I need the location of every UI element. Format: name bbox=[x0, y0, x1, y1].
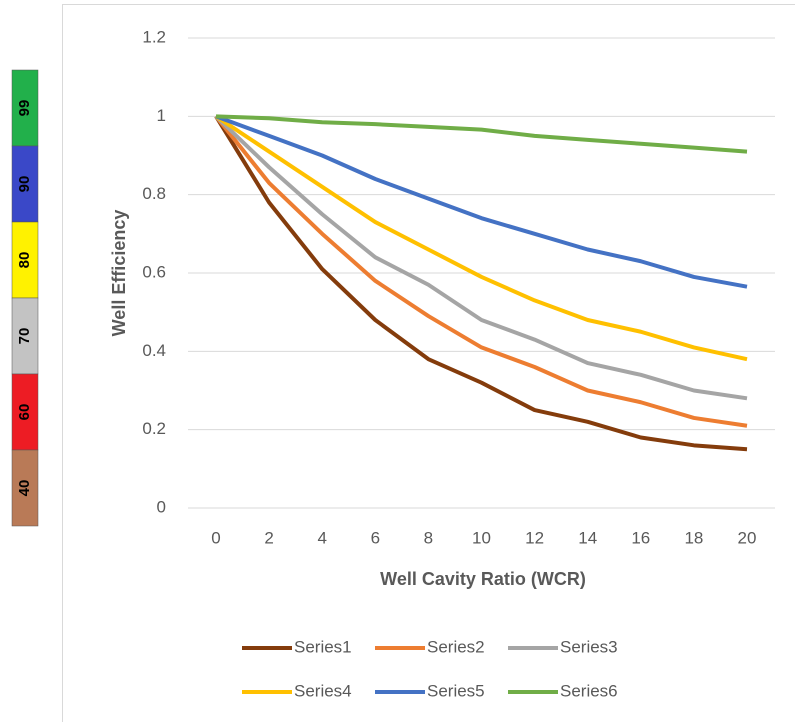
side-legend-label: 80 bbox=[16, 252, 33, 269]
x-tick-label: 2 bbox=[264, 528, 273, 547]
chart-border bbox=[63, 5, 795, 722]
y-axis-title: Well Efficiency bbox=[109, 210, 129, 337]
chart: Well Cavity Ratio (WCR) Well Efficiency … bbox=[0, 0, 795, 722]
x-tick-label: 18 bbox=[684, 528, 703, 547]
y-tick-label: 0.8 bbox=[142, 184, 166, 203]
x-tick-label: 6 bbox=[371, 528, 380, 547]
legend-label: Series1 bbox=[294, 637, 352, 656]
x-tick-label: 14 bbox=[578, 528, 597, 547]
x-tick-label: 8 bbox=[424, 528, 433, 547]
y-tick-label: 1 bbox=[157, 106, 166, 125]
legend-label: Series5 bbox=[427, 681, 485, 700]
x-axis-title: Well Cavity Ratio (WCR) bbox=[380, 569, 586, 589]
side-legend-label: 40 bbox=[16, 480, 33, 497]
x-tick-label: 0 bbox=[211, 528, 220, 547]
x-tick-label: 10 bbox=[472, 528, 491, 547]
y-tick-label: 0.2 bbox=[142, 419, 166, 438]
side-legend-label: 99 bbox=[16, 100, 33, 117]
legend-label: Series6 bbox=[560, 681, 618, 700]
legend-label: Series3 bbox=[560, 637, 618, 656]
x-tick-label: 12 bbox=[525, 528, 544, 547]
y-tick-label: 0.6 bbox=[142, 262, 166, 281]
side-legend-label: 90 bbox=[16, 176, 33, 193]
x-tick-label: 16 bbox=[631, 528, 650, 547]
y-tick-label: 0.4 bbox=[142, 341, 166, 360]
side-legend-label: 70 bbox=[16, 328, 33, 345]
legend-label: Series2 bbox=[427, 637, 485, 656]
y-tick-label: 0 bbox=[157, 497, 166, 516]
side-legend-label: 60 bbox=[16, 404, 33, 421]
x-tick-label: 20 bbox=[738, 528, 757, 547]
y-tick-label: 1.2 bbox=[142, 27, 166, 46]
x-tick-label: 4 bbox=[317, 528, 326, 547]
legend-label: Series4 bbox=[294, 681, 352, 700]
